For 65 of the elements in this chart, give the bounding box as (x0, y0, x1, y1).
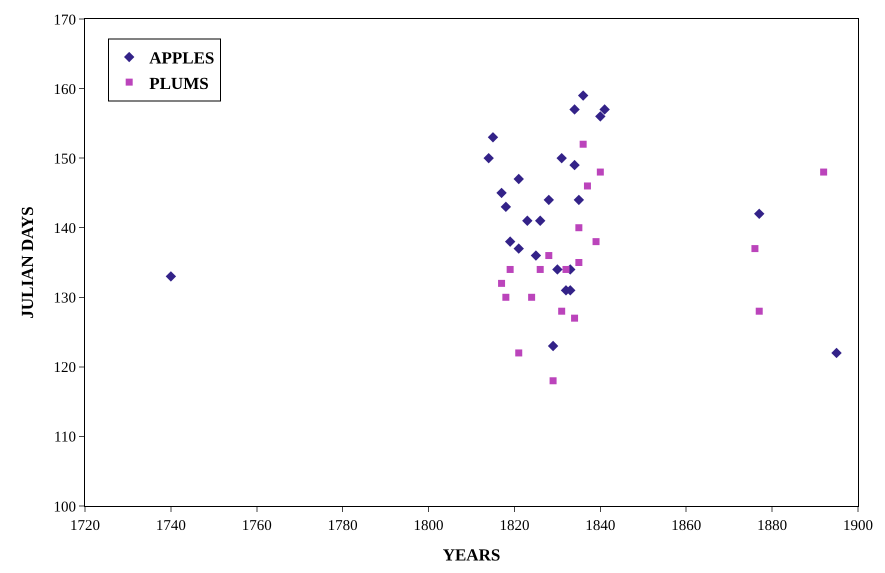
point (548, 340, 558, 352)
point (528, 294, 536, 301)
x-tick-label: 1900 (843, 518, 873, 534)
point (574, 194, 584, 206)
point (552, 264, 563, 275)
point (535, 216, 546, 226)
x-tick-label: 1820 (499, 518, 530, 534)
point (599, 104, 610, 115)
point (562, 266, 570, 273)
point (550, 377, 557, 384)
point (514, 243, 524, 254)
point (578, 90, 588, 101)
point (544, 194, 554, 206)
point (506, 266, 514, 273)
y-tick-label: 170 (54, 12, 76, 28)
point (483, 152, 494, 164)
point (575, 259, 582, 266)
point (580, 140, 587, 148)
y-axis-title: JULIAN DAYS (18, 206, 38, 319)
point (500, 202, 512, 212)
x-tick-label: 1840 (585, 518, 616, 534)
x-tick-label: 1800 (414, 518, 444, 534)
point (569, 104, 580, 115)
point (571, 314, 578, 322)
point (530, 250, 542, 261)
point (831, 348, 842, 358)
point (596, 168, 604, 176)
y-tick-label: 130 (54, 290, 76, 307)
x-tick-label: 1880 (757, 518, 788, 534)
x-axis-title: YEARS (442, 545, 500, 564)
y-tick-label: 140 (54, 220, 76, 237)
point (820, 168, 828, 176)
point (536, 266, 544, 273)
point (592, 238, 600, 246)
point (522, 216, 533, 226)
point (751, 245, 758, 252)
point (515, 349, 522, 356)
point (502, 294, 510, 301)
point (545, 252, 552, 260)
point (756, 308, 763, 315)
point (488, 132, 498, 142)
point (498, 280, 506, 287)
x-tick-label: 1740 (156, 518, 186, 534)
legend-label: APPLES (149, 48, 214, 68)
point (575, 224, 582, 232)
point (504, 236, 516, 247)
y-tick-label: 110 (54, 430, 76, 446)
point (584, 182, 591, 190)
x-tick-label: 1720 (70, 518, 100, 534)
y-tick-label: 160 (54, 82, 76, 98)
point (558, 308, 566, 315)
point (166, 271, 176, 282)
point (754, 208, 764, 219)
y-tick-label: 120 (54, 360, 76, 376)
legend-label: PLUMS (149, 74, 209, 93)
point (496, 188, 507, 198)
x-tick-label: 1860 (671, 518, 702, 534)
point (514, 174, 524, 184)
point (556, 152, 567, 164)
point (569, 160, 580, 170)
x-tick-label: 1780 (328, 518, 358, 534)
x-tick-label: 1760 (242, 518, 272, 534)
point (595, 111, 606, 122)
y-tick-label: 150 (54, 151, 76, 168)
y-tick-label: 100 (54, 499, 76, 516)
